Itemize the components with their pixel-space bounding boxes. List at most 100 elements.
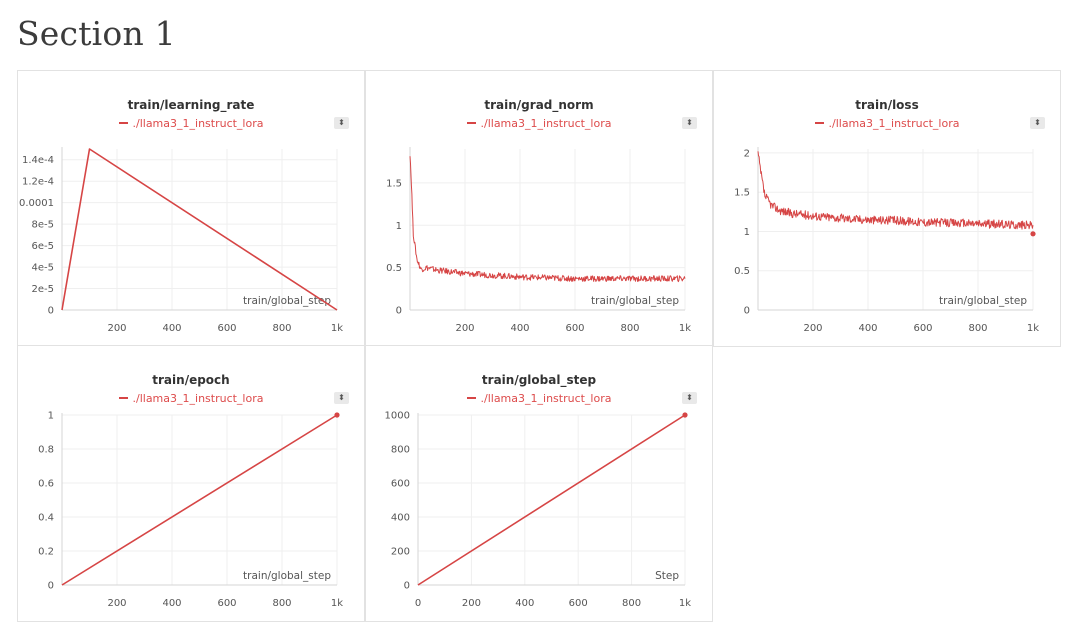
legend-label: ./llama3_1_instruct_lora: [480, 392, 612, 405]
y-tick-label: 1.5: [386, 178, 402, 189]
x-axis-label: Step: [655, 570, 679, 582]
x-tick-label: 600: [569, 598, 588, 609]
x-axis-label: train/global_step: [243, 295, 331, 307]
y-tick-label: 0: [48, 306, 54, 317]
series-line: [61, 414, 338, 586]
chart-title: train/learning_rate: [127, 98, 255, 112]
legend-entry[interactable]: ./llama3_1_instruct_lora: [366, 392, 712, 405]
x-tick-label: 800: [620, 323, 639, 334]
legend-entry[interactable]: ./llama3_1_instruct_lora: [18, 117, 364, 130]
legend-entry[interactable]: ./llama3_1_instruct_lora: [18, 392, 364, 405]
y-tick-label: 0: [744, 306, 750, 317]
x-tick-label: 200: [107, 598, 126, 609]
x-tick-label: 200: [803, 323, 822, 334]
y-tick-label: 0.0001: [19, 198, 54, 209]
y-tick-label: 0.5: [386, 263, 402, 274]
chart-title: train/grad_norm: [484, 98, 594, 112]
panel-menu-icon[interactable]: ⬍: [334, 117, 349, 129]
y-tick-label: 0.8: [38, 445, 54, 456]
chart-plot: 0 0.5 1 1.5 200 400 600 800 1k train/global_step: [386, 147, 691, 334]
y-tick-label: 1: [744, 227, 750, 238]
legend-label: ./llama3_1_instruct_lora: [132, 392, 264, 405]
series-line: [61, 148, 338, 311]
x-tick-label: 600: [217, 323, 236, 334]
x-tick-label: 800: [272, 323, 291, 334]
y-tick-label: 1.2e-4: [22, 177, 54, 188]
y-tick-label: 1.5: [734, 188, 750, 199]
legend-swatch: [814, 122, 824, 124]
chart-plot: 0 0.5 1 1.5 2 200 400 600 800 1k train/global_step: [734, 147, 1039, 334]
x-tick-label: 1k: [679, 323, 691, 334]
series-line: [417, 414, 686, 586]
series-line: [757, 151, 1034, 230]
x-tick-label: 800: [622, 598, 641, 609]
legend-swatch: [118, 122, 128, 124]
y-tick-label: 0.6: [38, 479, 54, 490]
legend-label: ./llama3_1_instruct_lora: [828, 117, 960, 130]
x-axis-label: train/global_step: [939, 295, 1027, 307]
y-tick-label: 2e-5: [32, 284, 55, 295]
panel-menu-icon[interactable]: ⬍: [1030, 117, 1045, 129]
series-end-point: [334, 412, 340, 418]
y-tick-label: 4e-5: [32, 263, 55, 274]
series-line: [409, 156, 686, 283]
x-tick-label: 200: [107, 323, 126, 334]
chart-title: train/epoch: [152, 373, 230, 387]
panel-menu-icon[interactable]: ⬍: [334, 392, 349, 404]
y-tick-label: 600: [391, 479, 410, 490]
y-tick-label: 1.4e-4: [22, 155, 54, 166]
y-tick-label: 1: [48, 411, 54, 422]
x-tick-label: 400: [510, 323, 529, 334]
panel-menu-icon[interactable]: ⬍: [682, 117, 697, 129]
y-tick-label: 1: [396, 221, 402, 232]
x-tick-label: 0: [415, 598, 421, 609]
x-axis-label: train/global_step: [591, 295, 679, 307]
chart-panel-global-step: train/global_step ./llama3_1_instruct_lo…: [365, 345, 713, 622]
chart-plot: 0 200 400 600 800 1000 0 200 400 600 800 1k Step: [385, 411, 692, 610]
chart-plot: 0 0.2 0.4 0.6 0.8 1 200 400 600 800 1k train/global…: [38, 411, 343, 610]
panel-menu-icon[interactable]: ⬍: [682, 392, 697, 404]
section-title: Section 1: [17, 14, 176, 53]
chart-panel-epoch: train/epoch ./llama3_1_instruct_lora ⬍ 0…: [17, 345, 365, 622]
legend-entry[interactable]: ./llama3_1_instruct_lora: [714, 117, 1060, 130]
y-tick-label: 6e-5: [32, 241, 55, 252]
legend-label: ./llama3_1_instruct_lora: [480, 117, 612, 130]
chart-plot: 0 2e-5 4e-5 6e-5 8e-5 0.0001 1.2e-4 1.4e-4 200 40…: [19, 147, 343, 334]
chart-panel-learning-rate: train/learning_rate ./llama3_1_instruct_…: [17, 70, 365, 347]
y-tick-label: 200: [391, 547, 410, 558]
y-tick-label: 2: [744, 148, 750, 159]
x-axis-label: train/global_step: [243, 570, 331, 582]
chart-title: train/loss: [855, 98, 919, 112]
x-tick-label: 200: [462, 598, 481, 609]
legend-entry[interactable]: ./llama3_1_instruct_lora: [366, 117, 712, 130]
y-tick-label: 0.2: [38, 547, 54, 558]
y-tick-label: 0: [396, 306, 402, 317]
x-tick-label: 400: [515, 598, 534, 609]
y-tick-label: 0: [48, 581, 54, 592]
x-tick-label: 600: [913, 323, 932, 334]
legend-swatch: [466, 122, 476, 124]
chart-title: train/global_step: [481, 373, 597, 387]
y-tick-label: 0.4: [38, 513, 54, 524]
x-tick-label: 600: [565, 323, 584, 334]
y-tick-label: 1000: [385, 411, 410, 422]
series-end-point: [682, 412, 688, 418]
x-tick-label: 1k: [331, 323, 343, 334]
y-tick-label: 0.5: [734, 266, 750, 277]
series-end-point: [1030, 231, 1036, 237]
x-tick-label: 1k: [1027, 323, 1039, 334]
y-tick-label: 400: [391, 513, 410, 524]
legend-swatch: [118, 397, 128, 399]
x-tick-label: 1k: [331, 598, 343, 609]
x-tick-label: 1k: [679, 598, 691, 609]
x-tick-label: 800: [272, 598, 291, 609]
x-tick-label: 400: [858, 323, 877, 334]
chart-panel-grad-norm: train/grad_norm ./llama3_1_instruct_lora…: [365, 70, 713, 347]
x-tick-label: 200: [455, 323, 474, 334]
x-tick-label: 400: [162, 598, 181, 609]
y-tick-label: 8e-5: [32, 220, 55, 231]
x-tick-label: 400: [162, 323, 181, 334]
x-tick-label: 800: [968, 323, 987, 334]
legend-swatch: [466, 397, 476, 399]
